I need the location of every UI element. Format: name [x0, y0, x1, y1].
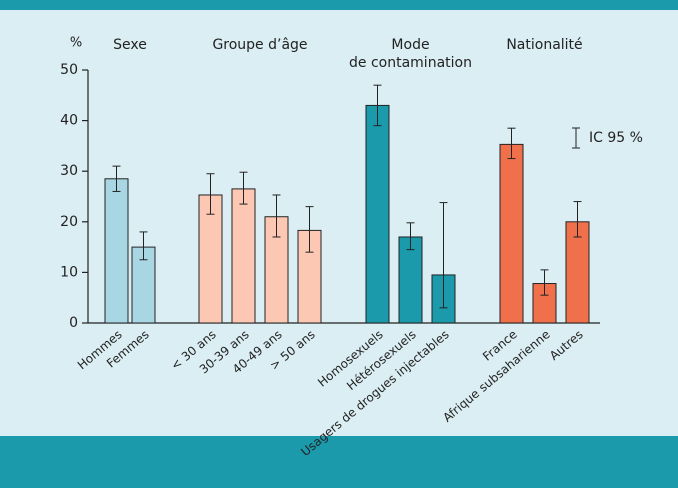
y-tick-label: 10 [60, 264, 78, 280]
bar [499, 143, 524, 324]
bar [365, 104, 390, 324]
y-tick-label: 20 [60, 214, 78, 230]
group-label: Groupe d’âge [212, 37, 307, 53]
y-axis-label: % [70, 36, 82, 51]
legend-label: IC 95 % [589, 130, 643, 146]
bottom-band [0, 436, 678, 488]
y-tick-label: 30 [60, 163, 78, 179]
group-label: Mode [391, 37, 429, 53]
top-band [0, 0, 678, 10]
y-tick-label: 0 [69, 315, 78, 331]
bar [231, 188, 256, 324]
bar [104, 178, 129, 324]
group-label: Nationalité [506, 37, 582, 53]
group-label: Sexe [113, 37, 147, 53]
y-tick-label: 50 [60, 62, 78, 78]
y-tick-label: 40 [60, 113, 78, 129]
group-label: de contamination [349, 55, 472, 71]
